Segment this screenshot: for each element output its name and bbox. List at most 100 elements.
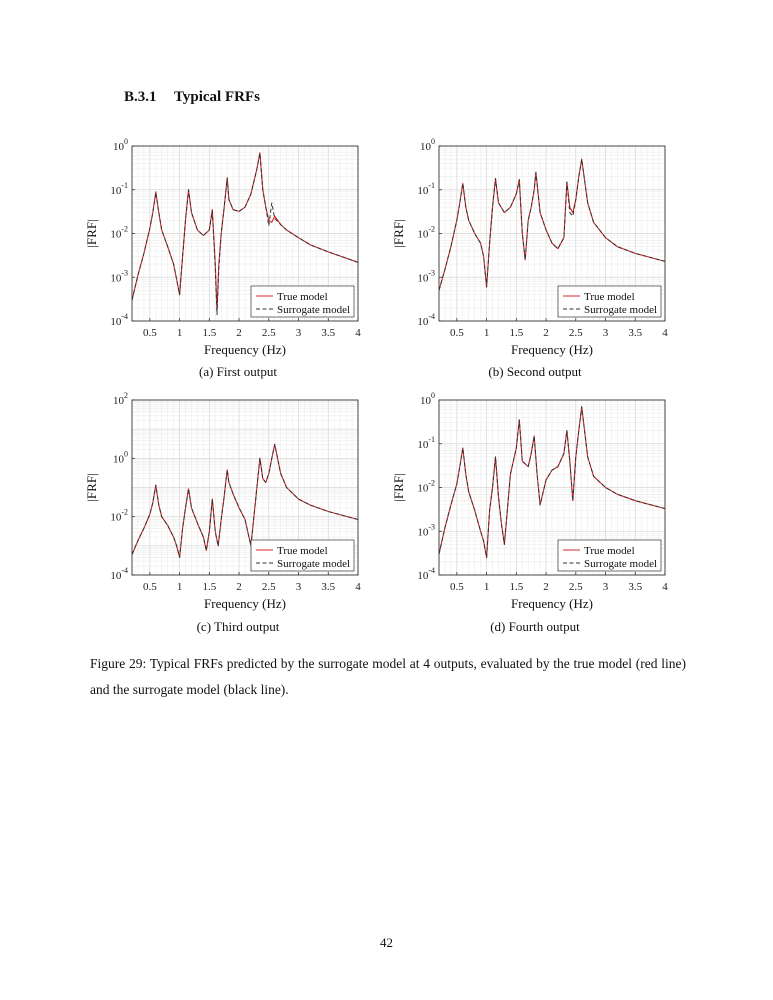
y-tick-exponent: 2 bbox=[124, 391, 128, 400]
legend-box bbox=[557, 285, 662, 318]
y-tick-exponent: -3 bbox=[428, 268, 435, 277]
y-tick-base: 10 bbox=[110, 272, 122, 284]
y-tick-label: 100 bbox=[113, 137, 128, 153]
y-tick-exponent: -3 bbox=[121, 268, 128, 277]
y-tick-label: 100 bbox=[113, 449, 128, 465]
series-line-surrogate-model bbox=[131, 152, 359, 316]
x-tick-label: 0.5 bbox=[143, 581, 157, 593]
x-tick-label: 4 bbox=[355, 327, 361, 339]
y-tick-exponent: -2 bbox=[428, 225, 435, 234]
x-tick-label: 3.5 bbox=[321, 327, 335, 339]
y-tick-label: 10-3 bbox=[417, 522, 435, 538]
y-tick-label: 10-1 bbox=[417, 181, 435, 197]
section-number: B.3.1 bbox=[124, 89, 157, 105]
y-tick-base: 10 bbox=[417, 185, 429, 197]
x-tick-label: 1 bbox=[484, 581, 490, 593]
y-tick-exponent: -4 bbox=[121, 312, 128, 321]
y-tick-label: 100 bbox=[420, 137, 435, 153]
x-tick-label: 2.5 bbox=[569, 581, 583, 593]
y-tick-label: 10-4 bbox=[110, 312, 128, 328]
y-tick-base: 10 bbox=[110, 512, 122, 524]
y-tick-exponent: -2 bbox=[121, 508, 128, 517]
axes-box bbox=[131, 399, 359, 576]
series-line-surrogate-model bbox=[131, 443, 359, 558]
y-axis-label: |FRF| bbox=[84, 473, 99, 501]
subfigure-a: 0.5 1 1.5 2 2.5 3 3.5 4 100 10-1 10-2 10-3 10-4 Frequ… bbox=[78, 133, 378, 383]
x-tick-label: 2 bbox=[543, 327, 549, 339]
y-tick-exponent: -1 bbox=[428, 435, 435, 444]
y-tick-exponent: 0 bbox=[124, 449, 128, 458]
y-tick-base: 10 bbox=[417, 483, 429, 495]
subfigure-c: 0.5 1 1.5 2 2.5 3 3.5 4 102 100 10-2 10-4 Frequency … bbox=[78, 387, 378, 637]
y-tick-base: 10 bbox=[113, 141, 125, 153]
x-tick-label: 4 bbox=[662, 581, 668, 593]
subfigure-b: 0.5 1 1.5 2 2.5 3 3.5 4 100 10-1 10-2 10-3 10-4 Frequ… bbox=[385, 133, 685, 383]
y-tick-label: 10-2 bbox=[110, 508, 128, 524]
x-tick-label: 1.5 bbox=[509, 581, 523, 593]
y-tick-label: 10-3 bbox=[417, 268, 435, 284]
y-tick-exponent: 0 bbox=[431, 137, 435, 146]
frf-chart: 0.5 1 1.5 2 2.5 3 3.5 410210010-210-4Frequency … bbox=[84, 391, 361, 611]
x-tick-label: 0.5 bbox=[143, 327, 157, 339]
x-tick-label: 4 bbox=[662, 327, 668, 339]
minor-grid bbox=[132, 146, 358, 321]
y-tick-base: 10 bbox=[420, 141, 432, 153]
y-tick-label: 102 bbox=[113, 391, 128, 407]
y-tick-exponent: -4 bbox=[428, 566, 435, 575]
page-number: 42 bbox=[380, 935, 393, 950]
subcaption-d: (d) Fourth output bbox=[490, 619, 580, 634]
x-tick-label: 0.5 bbox=[450, 581, 464, 593]
x-tick-label: 3 bbox=[296, 581, 302, 593]
x-tick-label: 1.5 bbox=[509, 327, 523, 339]
y-tick-exponent: -4 bbox=[428, 312, 435, 321]
x-tick-label: 3.5 bbox=[321, 581, 335, 593]
legend-label: True model bbox=[277, 291, 328, 303]
y-tick-exponent: -4 bbox=[121, 566, 128, 575]
subcaption-b: (b) Second output bbox=[488, 364, 582, 379]
y-tick-label: 10-2 bbox=[417, 479, 435, 495]
y-axis-label: |FRF| bbox=[391, 473, 406, 501]
y-tick-exponent: -3 bbox=[428, 522, 435, 531]
section-title: Typical FRFs bbox=[174, 89, 260, 105]
x-tick-label: 3.5 bbox=[628, 327, 642, 339]
y-tick-label: 10-1 bbox=[110, 181, 128, 197]
x-axis-label: Frequency (Hz) bbox=[204, 596, 286, 611]
subcaption-c: (c) Third output bbox=[196, 619, 280, 634]
y-tick-label: 10-4 bbox=[417, 312, 435, 328]
subcaption-a: (a) First output bbox=[199, 364, 277, 379]
subfigure-d: 0.5 1 1.5 2 2.5 3 3.5 4 100 10-1 10-2 10-3 10-4 Frequ… bbox=[385, 387, 685, 637]
y-tick-label: 10-4 bbox=[417, 566, 435, 582]
x-tick-label: 1 bbox=[177, 581, 183, 593]
legend-box bbox=[250, 539, 355, 572]
x-tick-label: 0.5 bbox=[450, 327, 464, 339]
x-tick-label: 1.5 bbox=[202, 327, 216, 339]
y-tick-base: 10 bbox=[110, 185, 122, 197]
x-tick-label: 2 bbox=[236, 581, 242, 593]
series-line-surrogate-model bbox=[438, 406, 666, 559]
y-tick-base: 10 bbox=[110, 316, 122, 328]
y-tick-exponent: -2 bbox=[428, 479, 435, 488]
y-tick-label: 100 bbox=[420, 391, 435, 407]
y-tick-base: 10 bbox=[417, 229, 429, 241]
y-axis-label: |FRF| bbox=[84, 219, 99, 247]
y-tick-base: 10 bbox=[417, 439, 429, 451]
y-tick-base: 10 bbox=[110, 229, 122, 241]
x-tick-label: 1 bbox=[177, 327, 183, 339]
x-axis-label: Frequency (Hz) bbox=[204, 342, 286, 357]
y-tick-exponent: -1 bbox=[428, 181, 435, 190]
x-tick-label: 3 bbox=[603, 327, 609, 339]
legend-label: Surrogate model bbox=[584, 558, 657, 570]
y-tick-exponent: -1 bbox=[121, 181, 128, 190]
y-tick-base: 10 bbox=[113, 395, 125, 407]
legend-label: Surrogate model bbox=[277, 558, 350, 570]
y-tick-exponent: -2 bbox=[121, 225, 128, 234]
y-tick-base: 10 bbox=[417, 316, 429, 328]
series-line-true-model bbox=[438, 158, 666, 291]
frf-chart: 0.5 1 1.5 2 2.5 3 3.5 410010-110-210-310-4Frequ… bbox=[391, 391, 668, 611]
y-tick-base: 10 bbox=[113, 453, 125, 465]
legend-label: True model bbox=[277, 545, 328, 557]
y-tick-base: 10 bbox=[417, 272, 429, 284]
y-axis-label: |FRF| bbox=[391, 219, 406, 247]
